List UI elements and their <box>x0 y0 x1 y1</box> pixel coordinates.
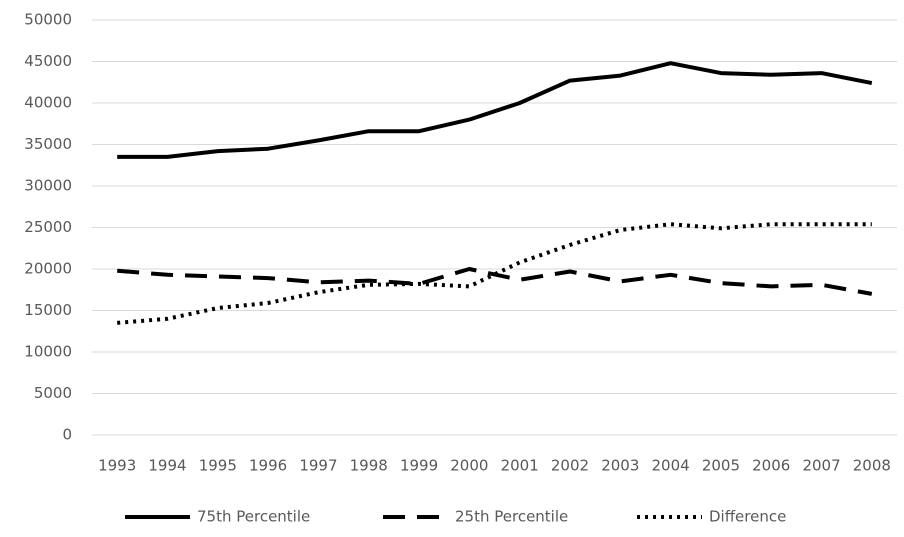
y-tick-label: 5000 <box>34 384 72 402</box>
y-tick-label: 0 <box>62 426 72 444</box>
x-tick-label: 1997 <box>299 457 337 475</box>
x-tick-label: 1998 <box>350 457 388 475</box>
series-line <box>117 61 873 159</box>
y-tick-label: 50000 <box>24 11 72 29</box>
x-tick-label: 2008 <box>853 457 891 475</box>
x-tick-label: 1995 <box>199 457 237 475</box>
x-tick-label: 2000 <box>450 457 488 475</box>
series-line <box>117 267 873 296</box>
y-tick-label: 10000 <box>24 343 72 361</box>
y-tick-label: 40000 <box>24 94 72 112</box>
x-tick-label: 2007 <box>802 457 840 475</box>
y-tick-label: 20000 <box>24 260 72 278</box>
x-tick-label: 2003 <box>601 457 639 475</box>
legend-label: 25th Percentile <box>455 508 568 526</box>
x-tick-label: 2004 <box>652 457 690 475</box>
y-tick-label: 30000 <box>24 177 72 195</box>
x-tick-label: 2006 <box>752 457 790 475</box>
y-tick-label: 45000 <box>24 52 72 70</box>
legend-label: Difference <box>709 508 786 526</box>
x-tick-label: 2005 <box>702 457 740 475</box>
y-tick-label: 25000 <box>24 218 72 236</box>
y-tick-label: 35000 <box>24 135 72 153</box>
x-tick-label: 1994 <box>148 457 186 475</box>
y-tick-label: 15000 <box>24 301 72 319</box>
x-tick-label: 2002 <box>551 457 589 475</box>
x-tick-label: 1999 <box>400 457 438 475</box>
legend-label: 75th Percentile <box>197 508 310 526</box>
x-tick-label: 2001 <box>501 457 539 475</box>
x-tick-label: 1993 <box>98 457 136 475</box>
x-tick-label: 1996 <box>249 457 287 475</box>
